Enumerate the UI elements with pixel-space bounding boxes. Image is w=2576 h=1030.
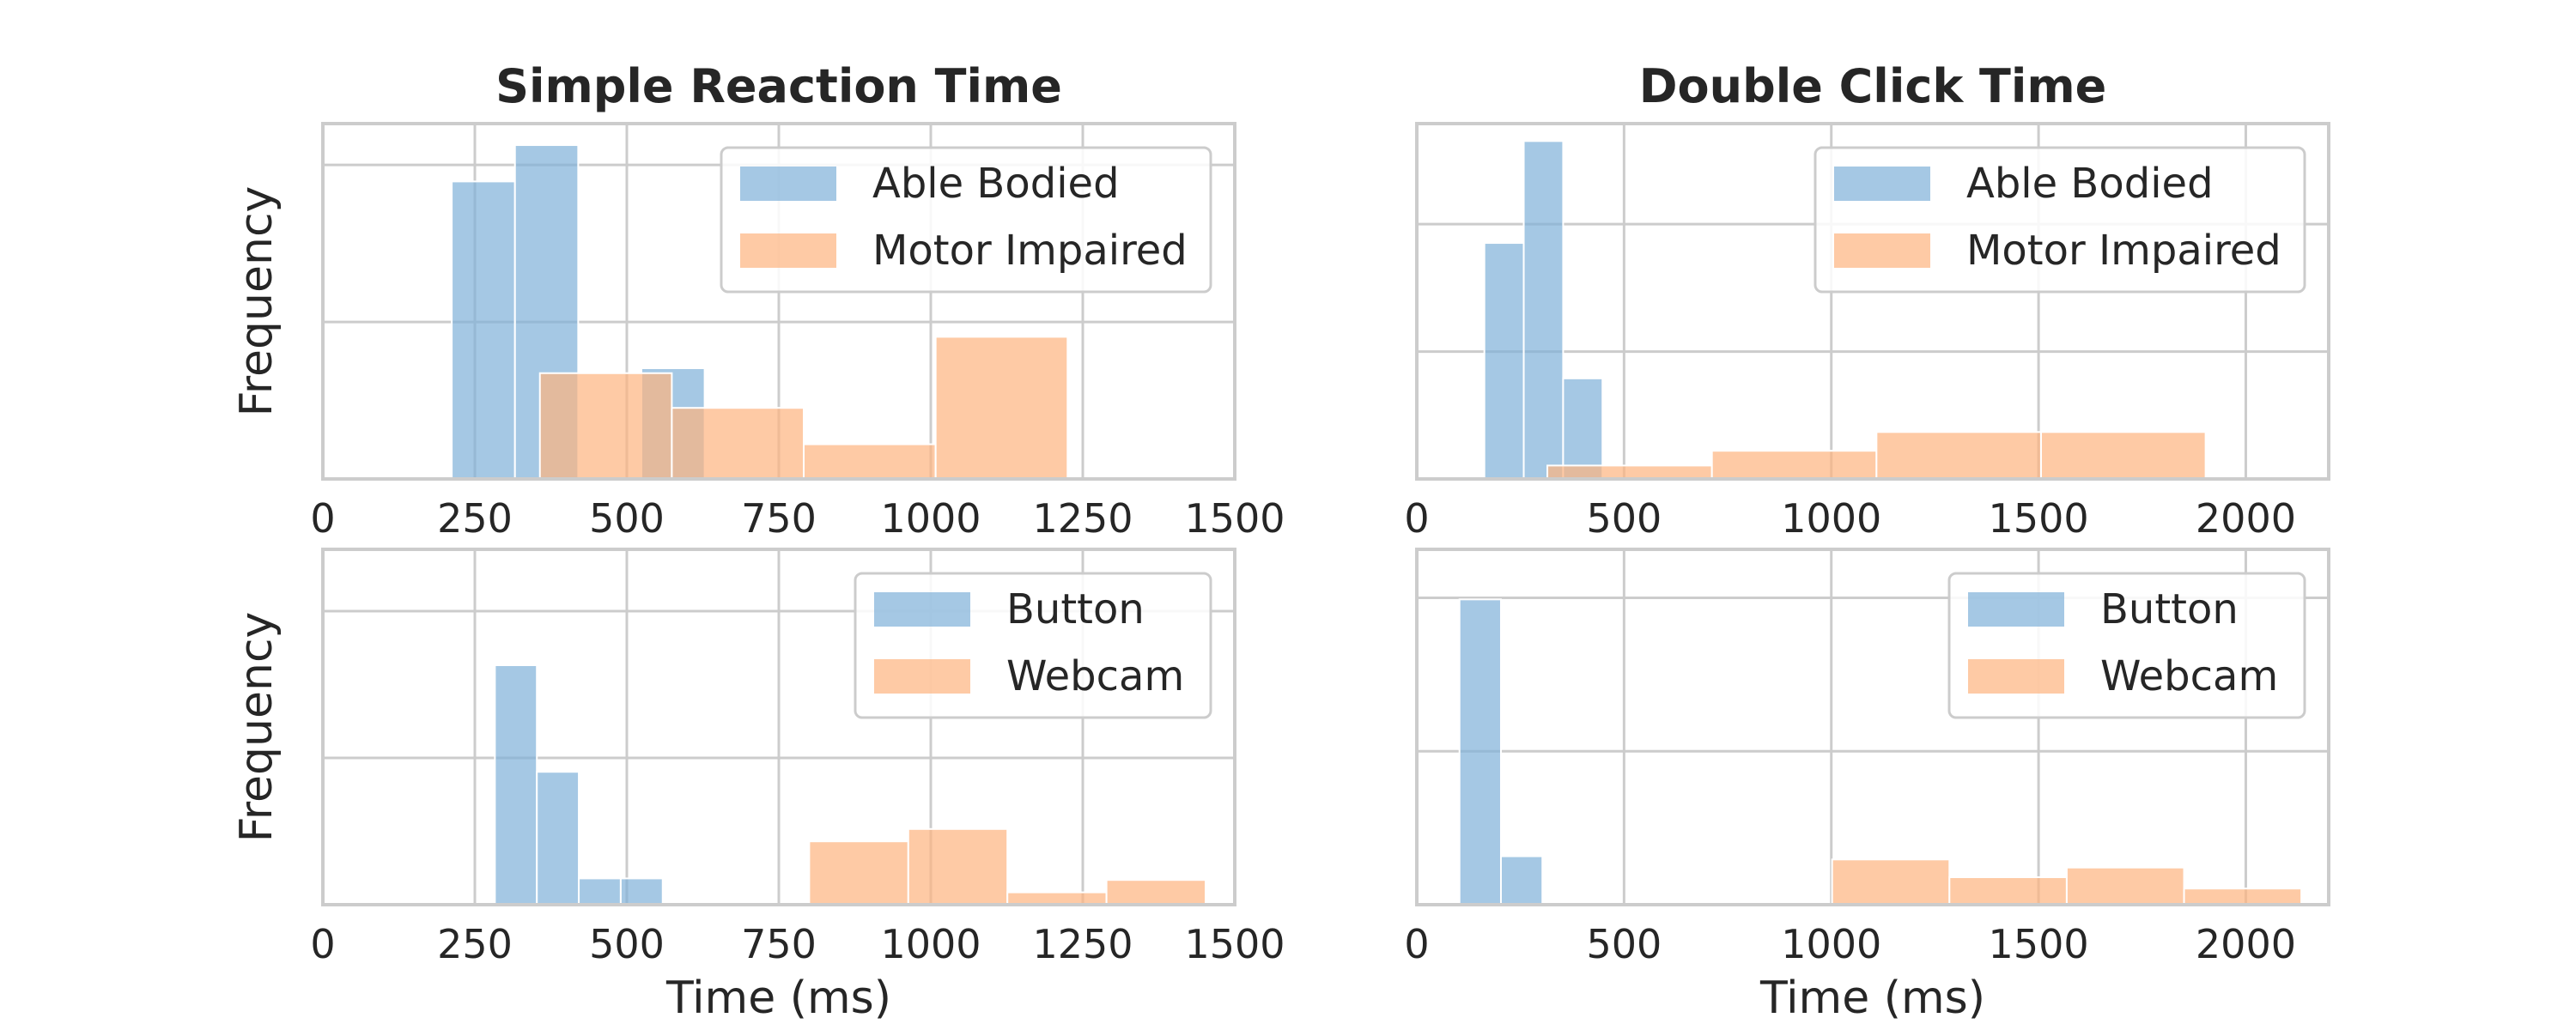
x-tick-label: 0 <box>310 495 335 542</box>
x-tick-label: 500 <box>589 495 665 542</box>
histogram-bar-series2 <box>934 336 1069 480</box>
legend-swatch <box>874 659 970 694</box>
legend-label: Button <box>2100 585 2239 633</box>
x-tick-label: 1500 <box>1184 921 1285 967</box>
legend-swatch <box>1968 659 2064 694</box>
x-tick-label: 1000 <box>880 495 981 542</box>
histogram-bar-series2 <box>803 443 937 481</box>
axes-frame <box>1415 548 2330 906</box>
x-tick-label: 0 <box>310 921 335 967</box>
x-tick-label: 1500 <box>1184 495 1285 542</box>
histogram-bar-series1 <box>619 877 664 906</box>
histogram-bar-series2 <box>1006 891 1108 906</box>
x-tick-label: 500 <box>1586 495 1662 542</box>
histogram-bar-series2 <box>1105 879 1207 906</box>
histogram-bar-series2 <box>907 827 1009 906</box>
legend-box <box>1814 146 2306 294</box>
axes-frame <box>321 548 1236 906</box>
chart-title: Double Click Time <box>1639 59 2107 113</box>
legend-swatch <box>874 592 970 627</box>
histogram-bar-series2 <box>1546 464 1713 481</box>
histogram-bar-series1 <box>1562 377 1604 481</box>
histogram-bar-series1 <box>578 877 622 906</box>
x-tick-label: 1000 <box>1781 921 1881 967</box>
histogram-bar-series2 <box>1710 450 1878 480</box>
histogram-bar-series2 <box>671 407 805 481</box>
x-tick-label: 1500 <box>1989 921 2089 967</box>
x-tick-label: 250 <box>437 495 513 542</box>
histogram-bar-series1 <box>494 664 538 906</box>
x-tick-label: 2000 <box>2196 495 2296 542</box>
axes-frame <box>321 122 1236 481</box>
histogram-bar-series2 <box>538 372 673 480</box>
x-axis-label: Time (ms) <box>665 972 891 1024</box>
legend-label: Button <box>1006 585 1145 633</box>
legend-label: Webcam <box>1006 652 1184 700</box>
histogram-bar-series2 <box>1948 876 2068 906</box>
x-tick-label: 750 <box>741 495 817 542</box>
histogram-bar-series2 <box>2183 888 2303 906</box>
legend-label: Able Bodied <box>1966 160 2214 208</box>
legend-box <box>720 146 1212 294</box>
x-tick-label: 500 <box>1586 921 1662 967</box>
y-axis-label: Frequency <box>231 612 283 843</box>
x-tick-label: 0 <box>1404 495 1429 542</box>
x-tick-label: 1250 <box>1032 921 1133 967</box>
x-tick-label: 0 <box>1404 921 1429 967</box>
legend-swatch <box>740 233 836 268</box>
histogram-bar-series2 <box>2039 431 2207 480</box>
legend-swatch <box>1834 233 1930 268</box>
legend-label: Motor Impaired <box>1966 227 2281 275</box>
x-tick-label: 1250 <box>1032 495 1133 542</box>
histogram-bar-series1 <box>1458 598 1502 906</box>
x-tick-label: 1000 <box>1781 495 1881 542</box>
x-tick-label: 750 <box>741 921 817 967</box>
legend-label: Able Bodied <box>872 160 1120 208</box>
histogram-bar-series1 <box>536 771 580 906</box>
histogram-bar-series1 <box>1499 855 1544 906</box>
x-tick-label: 1000 <box>880 921 981 967</box>
histogram-bar-series2 <box>1831 858 1951 906</box>
x-tick-label: 1500 <box>1989 495 2089 542</box>
histogram-bar-series1 <box>451 180 516 480</box>
histogram-bar-series2 <box>808 840 909 906</box>
x-tick-label: 250 <box>437 921 513 967</box>
histogram-bar-series1 <box>1522 140 1564 480</box>
x-tick-label: 2000 <box>2196 921 2296 967</box>
chart-title: Simple Reaction Time <box>495 59 1062 113</box>
legend-label: Webcam <box>2100 652 2278 700</box>
legend-swatch <box>740 167 836 201</box>
legend-swatch <box>1834 167 1930 201</box>
x-axis-label: Time (ms) <box>1759 972 1985 1024</box>
y-axis-label: Frequency <box>231 186 283 417</box>
x-tick-label: 500 <box>589 921 665 967</box>
histogram-bar-series2 <box>1875 431 2042 480</box>
legend-label: Motor Impaired <box>872 227 1188 275</box>
histogram-bar-series2 <box>2065 866 2185 906</box>
axes-frame <box>1415 122 2330 481</box>
legend-swatch <box>1968 592 2064 627</box>
histogram-bar-series1 <box>1483 242 1525 480</box>
